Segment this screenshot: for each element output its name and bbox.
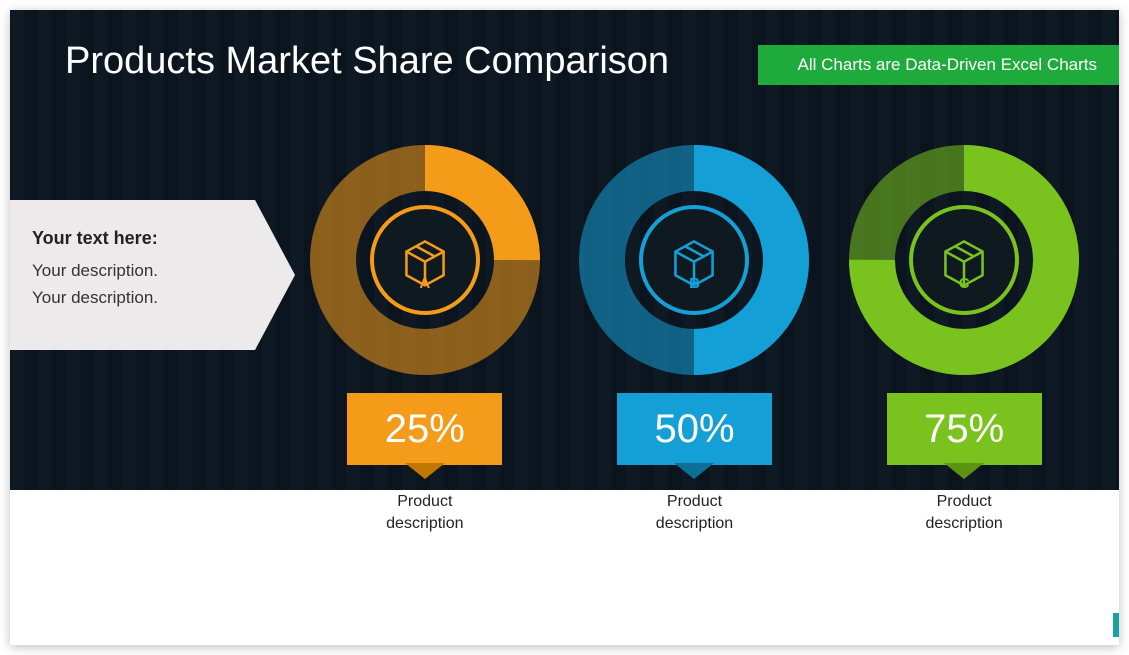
product-description: Product description	[365, 491, 485, 534]
pie-center: B	[639, 205, 749, 315]
product-column: C 75% Product description	[834, 145, 1094, 534]
desc-line-2: description	[634, 513, 754, 535]
slide: Products Market Share Comparison All Cha…	[10, 10, 1119, 645]
ribbon-banner: All Charts are Data-Driven Excel Charts	[758, 45, 1119, 85]
percent-label: 50%	[654, 407, 734, 452]
product-letter: B	[689, 275, 700, 292]
desc-line-1: Product	[634, 491, 754, 513]
percent-chip: 75%	[887, 393, 1042, 465]
product-description: Product description	[634, 491, 754, 534]
side-callout: Your text here: Your description. Your d…	[10, 200, 255, 350]
charts-row: A 25% Product description B 50% Prod	[290, 145, 1099, 534]
desc-line-1: Product	[904, 491, 1024, 513]
page-title: Products Market Share Comparison	[65, 40, 669, 83]
side-heading: Your text here:	[32, 228, 233, 249]
percent-label: 25%	[385, 407, 465, 452]
accent-bar	[1113, 613, 1119, 637]
pie-center: A	[370, 205, 480, 315]
product-letter: C	[959, 275, 970, 292]
pie-center: C	[909, 205, 1019, 315]
percent-label: 75%	[924, 407, 1004, 452]
desc-line-1: Product	[365, 491, 485, 513]
side-line-2: Your description.	[32, 284, 233, 311]
percent-chip: 50%	[617, 393, 772, 465]
desc-line-2: description	[904, 513, 1024, 535]
pie-wrap: B	[579, 145, 809, 375]
desc-line-2: description	[365, 513, 485, 535]
product-column: A 25% Product description	[295, 145, 555, 534]
percent-chip: 25%	[347, 393, 502, 465]
product-description: Product description	[904, 491, 1024, 534]
pie-wrap: C	[849, 145, 1079, 375]
product-letter: A	[419, 275, 430, 292]
product-column: B 50% Product description	[564, 145, 824, 534]
pie-wrap: A	[310, 145, 540, 375]
side-line-1: Your description.	[32, 257, 233, 284]
ribbon-text: All Charts are Data-Driven Excel Charts	[798, 55, 1097, 74]
